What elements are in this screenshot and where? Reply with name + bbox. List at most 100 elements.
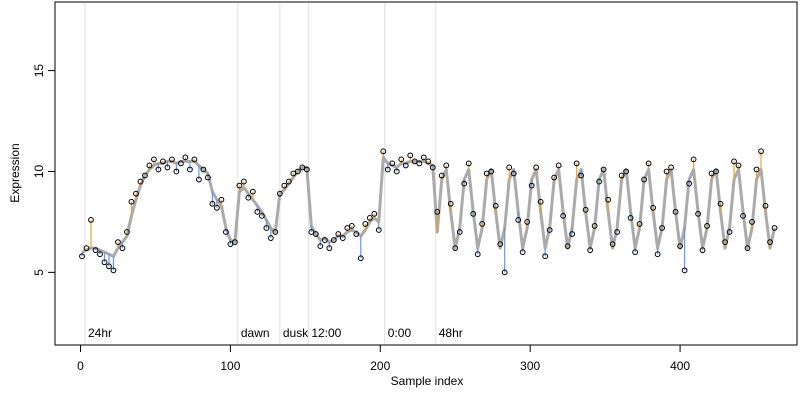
data-point [164, 164, 171, 171]
data-point [213, 204, 220, 211]
data-point [187, 166, 193, 173]
data-point [88, 217, 94, 223]
plot-frame [54, 1, 798, 346]
data-point [443, 162, 450, 169]
data-point [429, 164, 436, 171]
data-point [587, 247, 594, 254]
data-point [713, 168, 719, 175]
data-point [560, 212, 567, 219]
data-point [731, 158, 737, 165]
data-point [524, 219, 531, 225]
data-point [249, 188, 256, 195]
data-point [681, 267, 688, 274]
data-point [258, 212, 265, 219]
data-point [344, 225, 351, 231]
data-point [735, 162, 742, 169]
data-point [106, 263, 112, 270]
data-point [375, 227, 382, 233]
y-tick-label: 10 [32, 164, 46, 178]
data-point [330, 237, 337, 243]
data-point [263, 225, 270, 231]
data-point [402, 162, 409, 169]
data-point [160, 158, 166, 165]
data-point [456, 229, 463, 235]
data-point [299, 164, 306, 171]
data-point [389, 160, 396, 167]
annotation-label: dusk [283, 326, 309, 340]
data-point [101, 259, 108, 266]
data-point [551, 174, 558, 181]
data-point [393, 168, 400, 175]
data-point [339, 235, 346, 241]
data-point [133, 190, 139, 197]
data-point [690, 156, 697, 163]
data-point [600, 166, 607, 173]
data-point [618, 172, 625, 179]
data-point [461, 180, 468, 187]
data-point [771, 225, 778, 231]
annotation-label: 12:00 [311, 326, 341, 340]
annotation-label: 48hr [439, 326, 463, 340]
data-point [623, 168, 630, 175]
data-point [182, 154, 189, 161]
data-point [407, 152, 414, 159]
data-point [447, 200, 454, 207]
data-point [686, 180, 692, 187]
data-point [303, 166, 310, 173]
annotation-label: dawn [241, 326, 270, 340]
x-tick-label: 100 [220, 359, 240, 373]
data-point [528, 182, 535, 189]
data-point [470, 210, 477, 217]
data-point [425, 158, 432, 165]
data-point [708, 170, 715, 177]
data-point [362, 221, 369, 227]
x-tick-label: 200 [370, 359, 390, 373]
data-point [83, 245, 90, 252]
data-point [663, 168, 670, 175]
data-point [672, 208, 679, 215]
data-point [137, 178, 144, 185]
data-point [555, 162, 562, 169]
data-point [204, 174, 211, 181]
data-point [146, 162, 153, 169]
data-point [605, 196, 612, 203]
data-point [632, 249, 639, 256]
data-point [173, 168, 180, 175]
data-point [722, 239, 728, 246]
data-point [151, 156, 157, 163]
data-point [200, 166, 207, 173]
data-point [276, 190, 283, 197]
data-point [573, 160, 580, 167]
data-point [119, 245, 126, 252]
data-point [654, 251, 661, 258]
data-point [335, 231, 342, 237]
x-tick-label: 400 [670, 359, 690, 373]
data-point [348, 223, 355, 229]
data-point [326, 245, 333, 252]
data-point [474, 251, 481, 258]
data-point [609, 241, 616, 248]
data-point [465, 160, 472, 167]
data-point [569, 231, 576, 237]
data-point [209, 200, 216, 207]
data-point [308, 229, 315, 235]
data-point [290, 170, 297, 177]
data-point [564, 243, 571, 250]
data-point [668, 164, 674, 171]
data-point [110, 267, 117, 274]
data-point [92, 247, 99, 254]
data-point [371, 210, 378, 217]
data-point [726, 229, 733, 235]
data-point [411, 158, 418, 165]
data-point [641, 176, 648, 183]
data-point [753, 166, 760, 173]
data-point [128, 198, 135, 205]
data-point [272, 229, 279, 235]
x-axis-label: Sample index [391, 374, 464, 388]
data-point [416, 160, 423, 167]
data-point [312, 231, 319, 237]
data-point [519, 249, 526, 256]
data-point [196, 176, 202, 183]
data-point [533, 164, 540, 171]
data-point [191, 156, 198, 163]
